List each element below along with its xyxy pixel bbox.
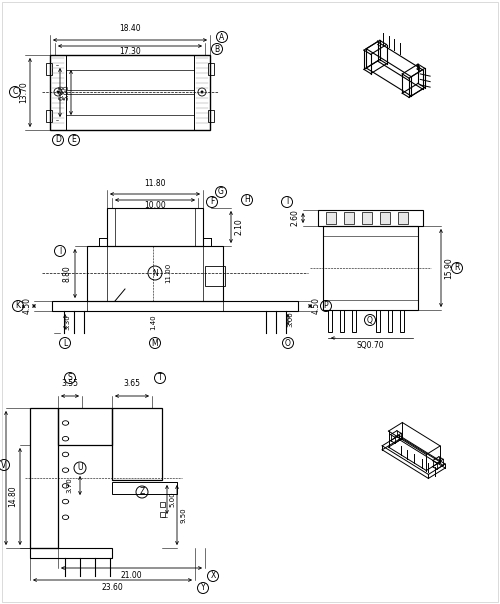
Text: S: S xyxy=(68,373,72,382)
Text: 5.00: 5.00 xyxy=(63,85,69,100)
Text: 9.50: 9.50 xyxy=(180,507,186,523)
Text: 3.55: 3.55 xyxy=(62,379,78,388)
Text: 5.00: 5.00 xyxy=(169,492,175,507)
Text: 4.50: 4.50 xyxy=(312,298,321,315)
Text: 14.80: 14.80 xyxy=(8,486,17,507)
Text: A: A xyxy=(220,33,224,42)
Text: M: M xyxy=(152,338,158,347)
Text: SQ0.70: SQ0.70 xyxy=(356,341,384,350)
Bar xyxy=(352,310,356,332)
Text: R: R xyxy=(454,263,460,272)
Text: H: H xyxy=(244,196,250,205)
Text: 10.00: 10.00 xyxy=(144,201,166,210)
Bar xyxy=(58,408,112,445)
Text: T: T xyxy=(158,373,162,382)
Bar xyxy=(50,55,210,130)
Bar xyxy=(398,212,408,224)
Text: 2.10: 2.10 xyxy=(234,219,243,236)
Text: 23.60: 23.60 xyxy=(102,583,124,592)
Bar xyxy=(326,212,336,224)
Text: Q: Q xyxy=(367,315,373,324)
Text: 20.00: 20.00 xyxy=(0,467,3,489)
Bar xyxy=(380,212,390,224)
Text: I: I xyxy=(286,198,288,207)
Text: 8.80: 8.80 xyxy=(63,265,72,282)
Bar xyxy=(376,310,380,332)
Text: O: O xyxy=(285,338,291,347)
Text: C: C xyxy=(12,88,18,97)
Bar xyxy=(388,310,392,332)
Bar xyxy=(208,63,214,75)
Text: 3.00: 3.00 xyxy=(287,312,293,327)
Bar xyxy=(112,408,162,480)
Bar xyxy=(362,212,372,224)
Bar xyxy=(160,502,165,507)
Text: Z: Z xyxy=(140,487,144,496)
Text: 3.65: 3.65 xyxy=(124,379,140,388)
Text: B: B xyxy=(214,45,220,54)
Text: E: E xyxy=(72,135,76,144)
Bar xyxy=(30,548,112,558)
Bar xyxy=(87,246,223,301)
Text: U: U xyxy=(77,463,83,472)
Bar xyxy=(46,63,52,75)
Text: 15.90: 15.90 xyxy=(444,257,453,279)
Bar xyxy=(340,310,344,332)
Bar xyxy=(46,110,52,122)
Bar xyxy=(323,226,418,310)
Text: P: P xyxy=(324,301,328,310)
Text: 2.60: 2.60 xyxy=(291,210,300,226)
Text: 21.00: 21.00 xyxy=(120,571,142,580)
Bar xyxy=(107,208,203,246)
Text: I: I xyxy=(59,246,61,255)
Text: 4.50: 4.50 xyxy=(23,298,32,315)
Bar xyxy=(112,482,177,494)
Bar xyxy=(52,301,298,311)
Text: F: F xyxy=(210,198,214,207)
Text: 3.30: 3.30 xyxy=(64,314,70,330)
Text: D: D xyxy=(55,135,61,144)
Text: 6.80: 6.80 xyxy=(59,85,65,100)
Bar xyxy=(344,212,354,224)
Circle shape xyxy=(56,91,59,94)
Text: K: K xyxy=(16,301,20,310)
Bar xyxy=(30,408,58,548)
Bar xyxy=(400,310,404,332)
Text: 3.70: 3.70 xyxy=(66,478,72,493)
Bar xyxy=(318,210,423,226)
Text: N: N xyxy=(152,269,158,277)
Text: Y: Y xyxy=(200,583,205,593)
Text: V: V xyxy=(2,460,6,469)
Text: 13.70: 13.70 xyxy=(19,82,28,103)
Bar xyxy=(328,310,332,332)
Text: 17.30: 17.30 xyxy=(119,47,141,56)
Bar xyxy=(208,110,214,122)
Text: X: X xyxy=(210,571,216,580)
Text: 11.00: 11.00 xyxy=(165,263,171,283)
Text: G: G xyxy=(218,187,224,196)
Text: 11.80: 11.80 xyxy=(144,179,166,188)
Circle shape xyxy=(200,91,203,94)
Text: 1.40: 1.40 xyxy=(150,314,156,330)
Bar xyxy=(205,266,225,286)
Text: 18.40: 18.40 xyxy=(119,24,141,33)
Bar xyxy=(160,512,165,517)
Text: L: L xyxy=(63,338,67,347)
